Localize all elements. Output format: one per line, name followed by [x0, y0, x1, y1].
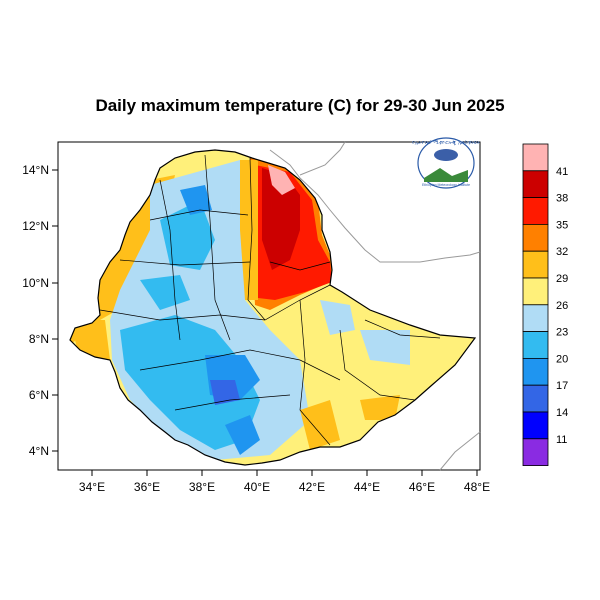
- x-axis: 34°E 36°E 38°E 40°E 42°E 44°E 46°E 48°E: [79, 470, 490, 494]
- colorbar-swatch: [522, 304, 549, 332]
- ethiopia-outline: [69, 149, 477, 466]
- colorbar-label: 35: [556, 219, 568, 231]
- colorbar-label: 11: [556, 434, 567, 446]
- x-tick-label: 46°E: [409, 480, 435, 494]
- svg-text:የኢትዮጵያ ሚቲዮሮሎጂ ኢንስቲትዩት: የኢትዮጵያ ሚቲዮሮሎጂ ኢንስቲትዩት: [412, 140, 480, 146]
- colorbar-swatch: [522, 170, 549, 199]
- neighbour-borders: [269, 141, 481, 471]
- colorbar-label: 32: [556, 246, 568, 258]
- x-tick-label: 36°E: [134, 480, 160, 494]
- y-tick-label: 6°N: [29, 388, 49, 402]
- colorbar-label: 38: [556, 193, 568, 205]
- y-tick-label: 14°N: [22, 163, 49, 177]
- colorbar-swatch: [522, 357, 549, 386]
- y-tick-label: 10°N: [22, 276, 49, 290]
- colorbar-swatch: [522, 384, 549, 413]
- colorbar-label: 41: [556, 166, 568, 178]
- x-tick-label: 34°E: [79, 480, 105, 494]
- x-tick-label: 42°E: [299, 480, 325, 494]
- colorbar-label: 26: [556, 300, 568, 312]
- institute-logo: የኢትዮጵያ ሚቲዮሮሎጂ ኢንስቲትዩት Ethiopian Meteorol…: [412, 137, 480, 189]
- y-tick-label: 4°N: [29, 444, 49, 458]
- y-axis: 14°N 12°N 10°N 8°N 6°N 4°N: [22, 163, 58, 458]
- colorbar-swatch: [522, 411, 549, 440]
- colorbar-swatch: [522, 331, 549, 359]
- colorbar-swatch: [522, 438, 549, 466]
- x-tick-label: 48°E: [464, 480, 490, 494]
- colorbar-label: 29: [556, 273, 568, 285]
- colorbar-swatch: [522, 143, 549, 172]
- colorbar: 41 38 35 32 29 26 23 20 17 14 11: [522, 143, 568, 466]
- x-tick-label: 44°E: [354, 480, 380, 494]
- colorbar-swatch: [522, 250, 549, 279]
- admin-boundaries: [99, 154, 441, 446]
- x-tick-label: 38°E: [189, 480, 215, 494]
- svg-text:Ethiopian Meteorology Institut: Ethiopian Meteorology Institute: [422, 183, 470, 187]
- colorbar-label: 20: [556, 353, 568, 365]
- y-tick-label: 12°N: [22, 219, 49, 233]
- x-tick-label: 40°E: [244, 480, 270, 494]
- y-tick-label: 8°N: [29, 332, 49, 346]
- colorbar-swatch: [522, 223, 549, 252]
- colorbar-swatch: [522, 277, 549, 306]
- map-title: Daily maximum temperature (C) for 29-30 …: [95, 96, 505, 115]
- colorbar-label: 17: [556, 380, 568, 392]
- colorbar-swatch: [522, 197, 549, 225]
- colorbar-label: 23: [556, 327, 568, 339]
- colorbar-label: 14: [556, 407, 568, 419]
